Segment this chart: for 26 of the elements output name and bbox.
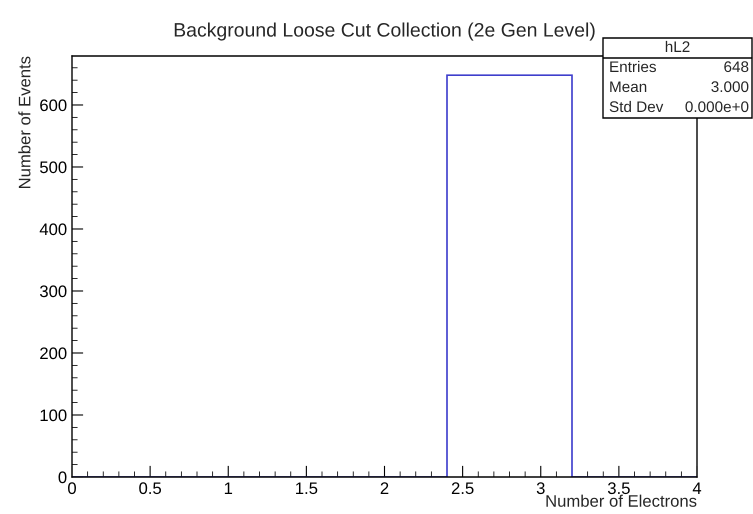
y-axis-title: Number of Events	[18, 56, 30, 188]
y-tick-label: 400	[40, 223, 66, 236]
annotation: 0.000e+0	[685, 101, 748, 112]
x-tick-label: 2.5	[452, 482, 474, 494]
x-tick-label: 2	[380, 482, 388, 494]
x-tick-label: 3	[536, 482, 545, 494]
text: 648	[724, 61, 748, 72]
y-tick-label: 0	[58, 471, 66, 484]
x-tick-label: 1.5	[296, 482, 318, 494]
x-tick-label: 4	[692, 482, 702, 494]
y-tick-label: 200	[40, 347, 66, 360]
annotation: Mean	[610, 81, 646, 92]
x-axis-title: Number of Electrons	[546, 494, 696, 507]
y-tick-label: 100	[40, 409, 66, 422]
y-tick-label: 500	[40, 161, 66, 174]
y-tick-label: 300	[40, 285, 66, 298]
x-tick-label: 0	[68, 482, 76, 494]
chart-title: Background Loose Cut Collection (2e Gen Level)	[174, 22, 595, 41]
x-tick-label: 1	[224, 482, 232, 494]
text: hL2	[666, 40, 690, 52]
x-tick-label: 0.5	[139, 482, 162, 494]
annotation: Std Dev	[610, 100, 664, 112]
text: 3.000	[711, 81, 748, 92]
y-tick-label: 600	[40, 99, 66, 112]
annotation: Entries	[610, 60, 656, 72]
x-tick-label: 3.5	[608, 482, 630, 494]
